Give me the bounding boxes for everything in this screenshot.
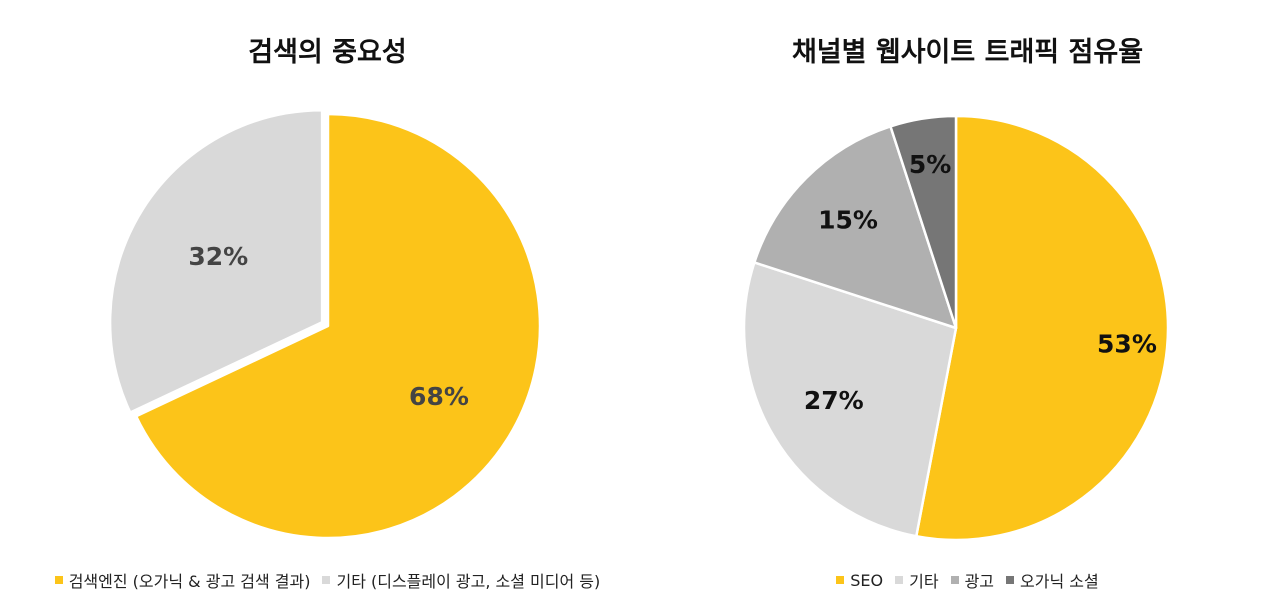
slice-value-label: 5%	[909, 150, 951, 179]
legend-item: 검색엔진 (오가닉 & 광고 검색 결과)	[54, 568, 311, 592]
legend-label: 검색엔진 (오가닉 & 광고 검색 결과)	[68, 572, 311, 591]
chart-legend: SEO 기타 광고 오가닉 소셜	[655, 568, 1280, 592]
slice-value-label: 27%	[804, 386, 864, 415]
legend-swatch	[895, 576, 904, 584]
legend-item: 기타	[895, 568, 939, 592]
pie-slice	[742, 261, 958, 538]
pie-slice	[134, 112, 542, 540]
pie-slice	[915, 114, 1170, 542]
legend-swatch	[1006, 576, 1015, 584]
chart-title: 검색의 중요성	[248, 37, 407, 68]
legend-label: SEO	[850, 570, 884, 590]
legend-swatch	[54, 576, 63, 584]
legend-item: 광고	[950, 568, 995, 592]
legend-label: 기타 (디스플레이 광고, 소셜 미디어 등)	[336, 572, 601, 591]
chart-search-importance: 검색의 중요성 68% 32% 검색엔진 (오가닉 & 광고 검색 결과) 기타 (…	[0, 37, 655, 592]
chart-traffic-share: 채널별 웹사이트 트래픽 점유율 53% 27% 15% 5% SEO 기타 광고 오가닉 …	[655, 0, 1280, 614]
pie-slice	[108, 108, 324, 414]
legend-swatch	[322, 576, 331, 584]
legend-swatch	[950, 576, 959, 584]
pie-chart: 53% 27% 15% 5%	[742, 114, 1170, 542]
slice-value-label: 32%	[188, 242, 248, 271]
legend-label: 광고	[964, 572, 995, 591]
legend-label: 기타	[909, 572, 939, 591]
legend-item: SEO	[836, 571, 883, 590]
chart-title: 채널별 웹사이트 트래픽 점유율	[791, 37, 1144, 68]
slice-value-label: 15%	[818, 206, 878, 235]
legend-swatch	[836, 576, 845, 584]
chart-legend: 검색엔진 (오가닉 & 광고 검색 결과) 기타 (디스플레이 광고, 소셜 미디…	[0, 568, 655, 592]
pie-chart: 68% 32%	[108, 108, 542, 540]
slice-value-label: 53%	[1097, 330, 1157, 359]
legend-item: 기타 (디스플레이 광고, 소셜 미디어 등)	[322, 568, 600, 592]
legend-item: 오가닉 소셜	[1006, 568, 1099, 592]
pie-slice	[889, 114, 958, 330]
slice-value-label: 68%	[409, 382, 469, 411]
legend-label: 오가닉 소셜	[1020, 572, 1099, 591]
